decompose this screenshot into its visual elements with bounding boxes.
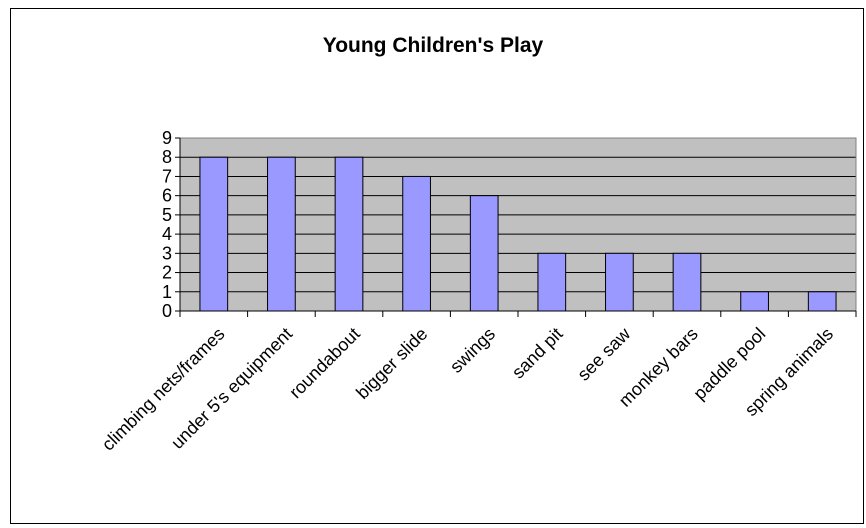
y-tick-label: 1	[162, 282, 172, 302]
bar	[199, 156, 229, 312]
y-tick-label: 5	[162, 205, 172, 225]
y-tick-label: 2	[162, 263, 172, 283]
x-tick-label: climbing nets/frames	[98, 324, 229, 455]
chart-title: Young Children's Play	[322, 34, 544, 57]
bar	[267, 156, 296, 312]
y-tick-label: 7	[162, 166, 172, 186]
y-tick-label: 9	[162, 128, 172, 148]
bar	[334, 156, 364, 312]
bar	[740, 291, 769, 312]
bar	[672, 252, 702, 312]
bar	[402, 175, 431, 312]
x-tick-label: under 5's equipment	[167, 324, 296, 453]
y-tick-label: 4	[162, 224, 172, 244]
x-tick-label: sand pit	[508, 324, 567, 383]
bar	[469, 195, 499, 312]
x-tick-label: bigger slide	[352, 324, 431, 403]
axes	[175, 137, 857, 317]
y-tick-label: 3	[162, 243, 172, 263]
bar	[807, 291, 837, 312]
y-tick-label: 6	[162, 186, 172, 206]
x-tick-label: roundabout	[285, 324, 364, 403]
y-tick-label: 0	[162, 301, 172, 321]
bars	[199, 156, 837, 312]
bar	[537, 252, 567, 312]
y-tick-label: 8	[162, 147, 172, 167]
x-tick-label: see saw	[573, 323, 635, 385]
bar	[605, 252, 634, 312]
x-tick-label: swings	[446, 324, 499, 377]
